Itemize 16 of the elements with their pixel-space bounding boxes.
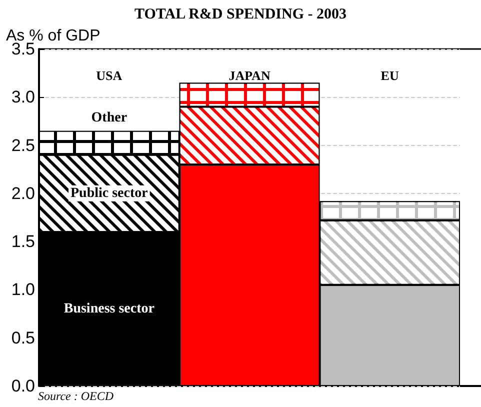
y-tick-label: 0.5 bbox=[11, 328, 35, 348]
series-label: Public sector bbox=[70, 186, 148, 201]
x-tick-label: USA bbox=[96, 68, 123, 83]
chart-title: TOTAL R&D SPENDING - 2003 bbox=[134, 6, 346, 22]
x-tick-label: JAPAN bbox=[228, 68, 271, 83]
series-label: Other bbox=[91, 110, 128, 126]
y-tick-label: 3.0 bbox=[11, 88, 35, 107]
y-tick-label: 1.5 bbox=[11, 232, 35, 252]
y-tick-label: 1.0 bbox=[11, 280, 35, 300]
source-note: Source : OECD bbox=[38, 389, 114, 403]
y-tick-label: 3.5 bbox=[11, 40, 35, 58]
y-tick-label: 2.0 bbox=[11, 184, 35, 203]
y-tick-label: 2.5 bbox=[11, 136, 35, 155]
x-tick-label: EU bbox=[380, 68, 400, 83]
series-label: Business sector bbox=[64, 301, 154, 316]
y-tick-label: 0.0 bbox=[11, 376, 35, 396]
